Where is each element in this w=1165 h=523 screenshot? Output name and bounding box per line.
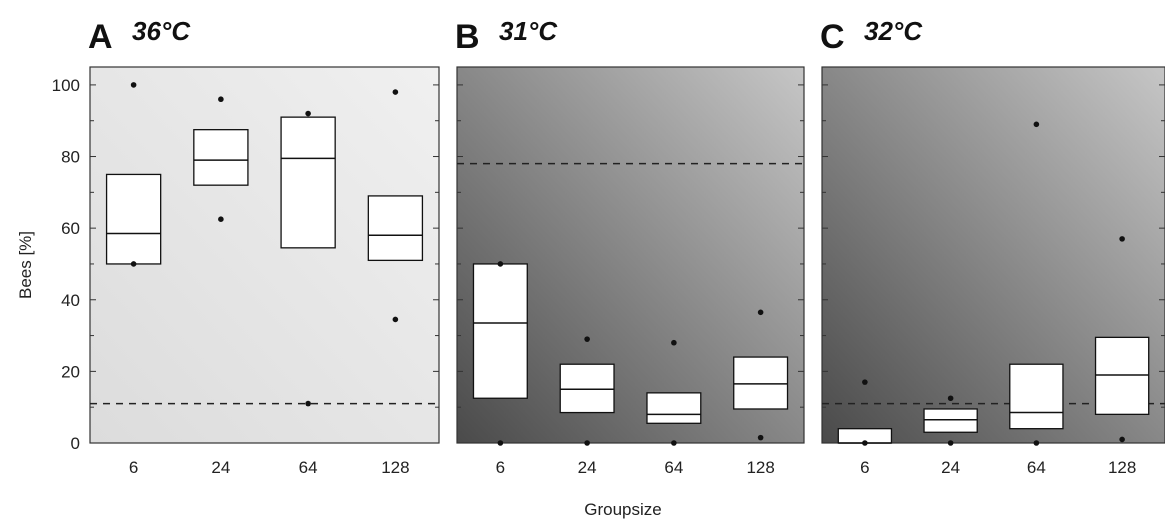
x-tick-label: 24 [211,458,230,477]
box-c-128 [1094,236,1150,443]
outlier-point [862,379,868,385]
x-tick-label: 64 [299,458,318,477]
panel-temperature-c: 32°C [864,16,923,46]
box-b-6 [472,261,528,446]
panel-letter-c: C [820,18,845,56]
box-rect [1094,336,1150,416]
box-b-24 [559,336,615,446]
y-tick-label: 20 [61,362,80,381]
panel-temperature-b: 31°C [499,16,558,46]
outlier-point [130,261,137,267]
box-b-64 [646,339,702,446]
x-tick-label: 24 [578,458,597,477]
outlier-point [671,339,677,346]
outlier-point [218,96,224,103]
box-rect [1009,363,1064,430]
y-tick-label: 60 [61,219,80,238]
panel-letter-a: A [88,18,113,56]
box-b-128 [733,309,789,441]
x-tick-label: 6 [860,458,869,477]
panel-b: B 31°C 6 24 64 128 [455,16,805,477]
y-axis-title: Bees [%] [16,231,35,299]
box-rect [367,195,424,262]
outlier-point [584,336,590,342]
y-tick-label: 0 [71,434,80,453]
x-tick-label: 64 [664,458,683,477]
y-tick-label: 100 [52,76,80,95]
outlier-point [1033,440,1040,446]
panel-letter-b: B [455,18,480,56]
outlier-point [497,261,504,267]
x-tick-label: 128 [746,458,774,477]
outlier-point [671,440,677,446]
x-tick-label: 24 [941,458,960,477]
box-c-6 [837,379,893,446]
x-tick-label: 64 [1027,458,1046,477]
outlier-point [305,400,311,407]
panel-temperature-a: 36°C [132,16,191,46]
box-rect [559,363,615,414]
outlier-point [757,309,764,316]
outlier-point [497,440,504,446]
outlier-point [584,440,590,446]
outlier-point [392,316,399,323]
outlier-point [862,440,868,446]
box-rect [193,129,249,186]
outlier-point [392,89,399,95]
box-c-24 [923,395,978,446]
box-rect [923,408,978,433]
panel-a: A 36°C 0 20 40 60 80 100 6 24 64 128 [52,16,440,477]
x-tick-label: 6 [496,458,505,477]
outlier-point [218,216,224,222]
box-rect [472,263,528,399]
outlier-point [1119,236,1125,242]
outlier-point [947,440,954,446]
box-a-64 [280,110,336,407]
panel-c: C 32°C 6 24 64 128 [820,16,1165,477]
x-tick-label: 128 [1108,458,1136,477]
y-tick-label: 40 [61,291,80,310]
box-a-6 [105,82,162,267]
box-c-64 [1009,121,1064,446]
box-a-24 [193,96,249,222]
outlier-point [305,110,311,117]
outlier-point [1033,121,1040,128]
x-axis-title: Groupsize [584,500,661,519]
outlier-point [1119,436,1125,443]
box-a-128 [367,89,424,323]
outlier-point [757,434,764,441]
y-tick-label: 80 [61,148,80,167]
x-tick-label: 128 [381,458,409,477]
x-tick-label: 6 [129,458,138,477]
outlier-point [947,395,954,402]
box-rect [646,392,702,424]
box-rect [280,116,336,249]
box-rect [733,356,789,410]
outlier-point [130,82,137,88]
box-rect [105,173,162,265]
